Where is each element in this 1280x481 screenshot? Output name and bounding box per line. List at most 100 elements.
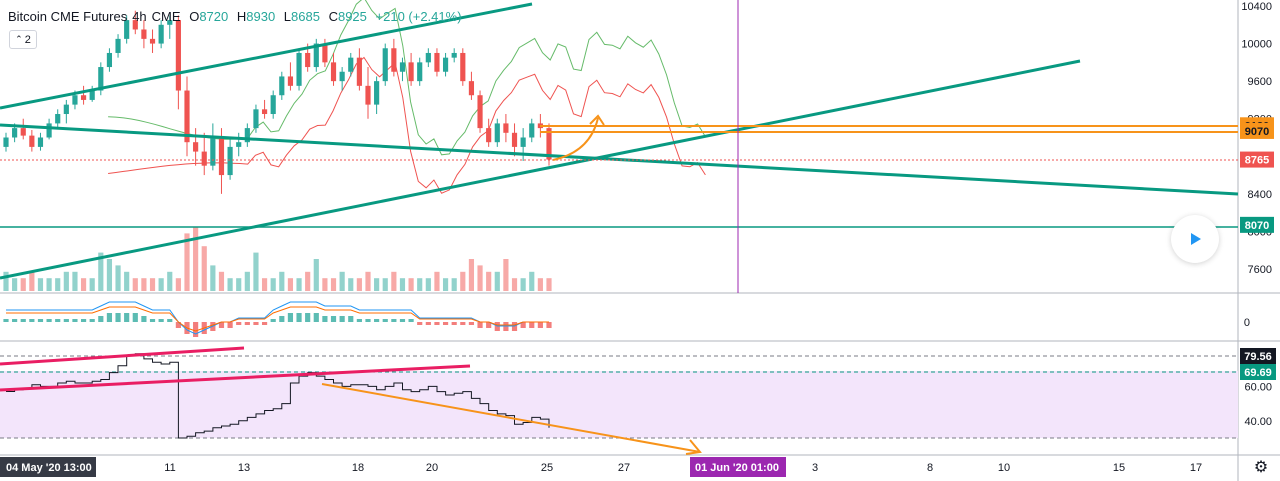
time-marker-label: 01 Jun '20 01:00: [695, 462, 779, 474]
candle-body: [210, 137, 216, 166]
macd-histogram-bar: [374, 319, 380, 322]
volume-bar: [167, 271, 173, 291]
candle-body: [236, 142, 242, 147]
high-key: H: [236, 9, 247, 24]
candle: [80, 85, 87, 105]
macd-histogram-bar: [3, 319, 9, 322]
volume-bar: [236, 278, 242, 291]
volume-bar: [227, 278, 233, 291]
rsi-upper-trendline-1: [0, 346, 245, 366]
candle-body: [132, 20, 138, 30]
macd-histogram-bar: [322, 316, 328, 322]
candle-body: [417, 62, 423, 82]
candle-body: [287, 76, 294, 86]
volume-bar: [89, 278, 95, 291]
volume-bar: [141, 278, 147, 291]
candle-body: [124, 20, 130, 39]
volume-bar: [287, 278, 294, 291]
candle: [546, 123, 552, 166]
macd-histogram-bar: [175, 322, 181, 328]
macd-histogram-bar: [408, 319, 414, 322]
volume-bar: [520, 278, 526, 291]
candle: [98, 62, 104, 96]
price-tick-label: 9600: [1248, 76, 1272, 88]
symbol-name[interactable]: Bitcoin CME Futures: [8, 9, 128, 24]
candle-body: [158, 24, 164, 44]
candle: [227, 137, 233, 180]
volume-bar: [158, 278, 164, 291]
candle-body: [305, 52, 311, 68]
candle: [468, 71, 475, 100]
candle-body: [106, 52, 113, 68]
volume-bar: [175, 278, 181, 291]
candle-body: [218, 137, 225, 176]
rsi-tag-label: 79.56: [1244, 351, 1272, 363]
candle: [296, 48, 302, 91]
volume-bar: [417, 278, 423, 291]
candle: [399, 57, 406, 82]
macd-histogram-bar: [227, 322, 233, 328]
price-axis[interactable]: 1040010000960092008800840080007600913090…: [1240, 1, 1276, 428]
volume-bar: [193, 227, 199, 291]
interval-label[interactable]: 4h: [132, 9, 147, 24]
rsi-tag-bg: [1240, 364, 1276, 380]
time-axis[interactable]: 04 May '20 13:00 11 13 18 20 25 27 01 Jun '20 0…: [0, 457, 1202, 477]
candle-body: [3, 137, 9, 147]
cloud-span-b: [108, 56, 706, 194]
candle-body: [434, 52, 440, 72]
volume-bar: [184, 233, 190, 291]
macd-histogram-bar: [193, 322, 199, 337]
indicator-toggle-button[interactable]: ⌃ 2: [9, 30, 37, 49]
candle: [141, 20, 147, 49]
rsi-tag-bg: [1240, 348, 1276, 364]
gear-icon[interactable]: ⚙: [1253, 459, 1269, 476]
volume-bar: [296, 278, 302, 291]
candle: [236, 132, 242, 157]
candle: [356, 48, 362, 91]
candle-body: [529, 123, 535, 138]
candle-body: [365, 85, 371, 105]
candle: [184, 76, 190, 157]
candle-body: [270, 95, 276, 115]
candle: [374, 76, 380, 115]
candle-body: [201, 151, 207, 166]
time-tick-label: 18: [352, 462, 364, 474]
volume-bar: [55, 278, 61, 291]
macd-histogram-bar: [55, 319, 61, 322]
volume-bar: [529, 271, 535, 291]
candle-body: [356, 57, 362, 86]
candle-body: [477, 95, 483, 129]
candle-body: [29, 135, 35, 147]
replay-play-button[interactable]: [1171, 215, 1219, 263]
volume-bar: [253, 252, 259, 291]
candle-body: [227, 146, 233, 176]
volume-bar: [442, 278, 449, 291]
candle-body: [98, 67, 104, 91]
macd-histogram-bar: [244, 322, 250, 325]
candle-body: [442, 57, 449, 72]
candle-body: [451, 52, 457, 58]
volume-bar: [261, 278, 268, 291]
ascending-trendline: [0, 59, 1081, 280]
candle: [494, 118, 500, 147]
macd-histogram-bar: [106, 313, 113, 322]
macd-histogram-bar: [98, 316, 104, 322]
rsi-arrowhead: [685, 439, 702, 455]
candle-body: [330, 62, 337, 82]
macd-tick-label: 0: [1244, 317, 1250, 329]
exchange-label: CME: [151, 9, 181, 24]
time-tick-label: 13: [238, 462, 250, 474]
candle-body: [313, 43, 319, 68]
candle: [330, 52, 337, 86]
macd-histogram-bar: [261, 322, 268, 325]
volume-bar: [37, 278, 44, 291]
candle: [244, 123, 250, 147]
candle: [132, 10, 138, 35]
candle: [408, 52, 414, 86]
drawings[interactable]: [0, 0, 1239, 293]
price-tag: 8765: [1240, 151, 1274, 168]
volume-bar: [106, 259, 113, 291]
volume-bar: [270, 278, 276, 291]
macd-histogram-bar: [305, 313, 311, 322]
